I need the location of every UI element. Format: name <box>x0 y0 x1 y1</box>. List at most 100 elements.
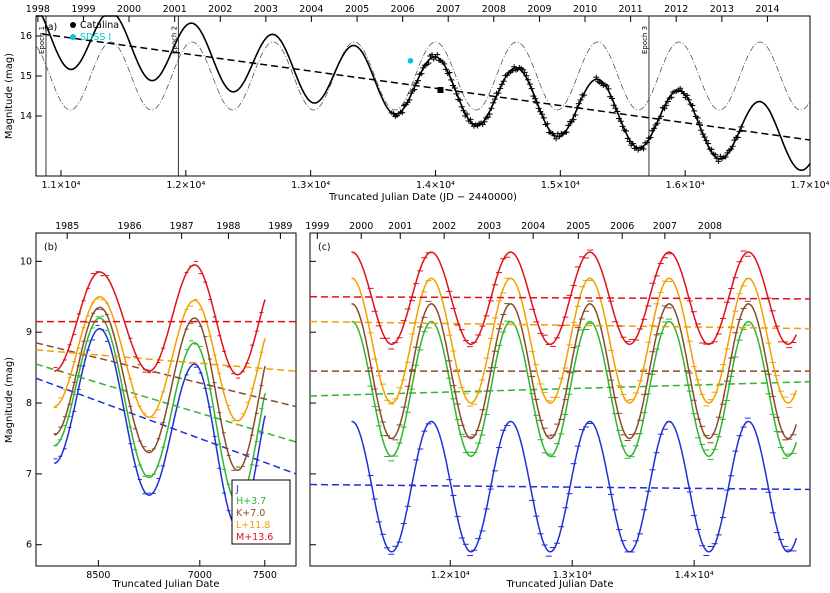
a-year-label: 2000 <box>117 4 141 15</box>
c-trend-L <box>309 320 811 330</box>
a-year-label: 2002 <box>208 4 232 15</box>
a-trend-line <box>42 33 811 141</box>
legend-sdss-label: SDSS I <box>80 32 111 43</box>
c-year-label: 2008 <box>698 221 722 232</box>
panel-b: 8500 7000 7500 6 7 8 9 10 1985 1986 1987 1988 1989 (… <box>4 221 297 590</box>
a-year-label: 2005 <box>345 4 369 15</box>
c-year-label: 2001 <box>388 221 412 232</box>
a-year-label: 2003 <box>254 4 278 15</box>
a-ytick-label: 16 <box>20 31 32 42</box>
legend-K: K+7.0 <box>236 508 265 519</box>
panel-a-marks: Epoch 1 Epoch 2 Epoch 3 <box>35 15 811 176</box>
a-xtick-label: 1.1×10⁴ <box>41 180 80 191</box>
a-year-label: 2014 <box>755 4 779 15</box>
a-year-label: 2007 <box>436 4 460 15</box>
panel-c-xlabel: Truncated Julian Date <box>505 579 613 590</box>
epoch-label: Epoch 1 <box>38 26 46 54</box>
panel-b-xlabel: Truncated Julian Date <box>111 579 219 590</box>
b-year-label: 1986 <box>118 221 142 232</box>
b-ytick-label: 8 <box>26 398 32 409</box>
a-xtick-label: 1.6×10⁴ <box>666 180 705 191</box>
panel-b-frame <box>35 232 297 567</box>
epoch-label: Epoch 2 <box>170 26 178 54</box>
a-xtick-label: 1.4×10⁴ <box>416 180 455 191</box>
b-year-label: 1989 <box>268 221 292 232</box>
b-year-label: 1988 <box>216 221 240 232</box>
panel-c-ticks: 1.2×10⁴ 1.3×10⁴ 1.4×10⁴ 1999 2000 2001 2002 200… <box>305 221 722 581</box>
c-trend-J <box>309 483 811 491</box>
a-year-label: 2006 <box>391 4 415 15</box>
c-year-label: 2004 <box>521 221 545 232</box>
panel-c-marks <box>309 249 811 557</box>
b-ytick-label: 7 <box>26 469 32 480</box>
a-year-label: 2008 <box>482 4 506 15</box>
panel-a-ticks: 1.1×10⁴ 1.2×10⁴ 1.3×10⁴ 1.4×10⁴ 1.5×10⁴ 1.6×1… <box>20 4 830 191</box>
panel-a-legend: Catalina SDSS I <box>70 20 119 43</box>
a-xtick-label: 1.2×10⁴ <box>166 180 205 191</box>
c-curve-M <box>351 251 797 345</box>
c-xtick-label: 1.3×10⁴ <box>553 570 592 581</box>
panel-b-ticks: 8500 7000 7500 6 7 8 9 10 1985 1986 1987 1988 1989 <box>20 221 293 581</box>
a-year-label: 2011 <box>619 4 643 15</box>
c-year-label: 2000 <box>349 221 373 232</box>
panel-c-label: (c) <box>318 242 331 253</box>
b-xtick-label: 7000 <box>188 570 212 581</box>
panel-c: 1.2×10⁴ 1.3×10⁴ 1.4×10⁴ 1999 2000 2001 2002 200… <box>305 221 811 590</box>
epoch-label: Epoch 3 <box>641 26 649 54</box>
panel-b-marks <box>35 260 297 529</box>
a-year-label: 2004 <box>299 4 323 15</box>
c-curve-H <box>351 320 798 457</box>
legend-M: M+13.6 <box>236 532 273 543</box>
a-year-label: 2012 <box>664 4 688 15</box>
legend-catalina-label: Catalina <box>80 20 119 31</box>
panel-a-ylabel: Magnitude (mag) <box>4 53 15 139</box>
b-year-label: 1987 <box>170 221 194 232</box>
b-ytick-label: 10 <box>20 256 32 267</box>
b-ytick-label: 9 <box>26 327 32 338</box>
sdss-point <box>407 58 414 64</box>
panel-b-label: (b) <box>44 242 57 253</box>
c-trend-H <box>309 381 811 397</box>
panel-b-legend-box <box>231 479 291 545</box>
a-xtick-label: 1.7×10⁴ <box>791 180 830 191</box>
panel-a-xlabel: Truncated Julian Date (JD − 2440000) <box>328 192 517 203</box>
a-year-label: 2001 <box>163 4 187 15</box>
a-xtick-label: 1.3×10⁴ <box>291 180 330 191</box>
b-xtick-label: 8500 <box>86 570 110 581</box>
legend-H: H+3.7 <box>236 496 266 507</box>
a-year-label: 2010 <box>573 4 597 15</box>
c-xtick-label: 1.2×10⁴ <box>431 570 470 581</box>
panel-b-legend: J H+3.7 K+7.0 L+11.8 M+13.6 <box>231 479 291 545</box>
a-model-curve <box>36 15 811 171</box>
c-year-label: 1999 <box>305 221 329 232</box>
legend-sdss-marker <box>70 34 76 40</box>
c-xtick-label: 1.4×10⁴ <box>675 570 714 581</box>
panel-c-frame <box>309 232 811 567</box>
a-secondary-model-curve <box>35 41 811 111</box>
b-trend-K <box>35 342 297 408</box>
b-trend-J <box>35 377 297 475</box>
b-curve-K <box>54 306 267 472</box>
b-ytick-label: 6 <box>26 540 32 551</box>
c-year-label: 2007 <box>653 221 677 232</box>
a-year-label: 2013 <box>710 4 734 15</box>
c-year-label: 2005 <box>566 221 590 232</box>
a-year-label: 1998 <box>26 4 50 15</box>
b-curve-L <box>54 296 266 422</box>
legend-L: L+11.8 <box>236 520 270 531</box>
panel-a-frame <box>35 15 811 177</box>
a-xtick-label: 1.5×10⁴ <box>541 180 580 191</box>
c-trend-M <box>309 296 811 300</box>
a-year-label: 2009 <box>527 4 551 15</box>
a-year-label: 1999 <box>71 4 95 15</box>
legend-catalina-marker <box>70 22 76 28</box>
c-year-label: 2003 <box>477 221 501 232</box>
panel-a-label: (a) <box>44 22 57 33</box>
catalina-square-point <box>437 87 444 93</box>
legend-J: J <box>235 484 239 495</box>
b-year-label: 1985 <box>55 221 79 232</box>
a-ytick-label: 14 <box>20 111 32 122</box>
b-curve-H <box>54 317 267 503</box>
c-year-label: 2006 <box>610 221 634 232</box>
